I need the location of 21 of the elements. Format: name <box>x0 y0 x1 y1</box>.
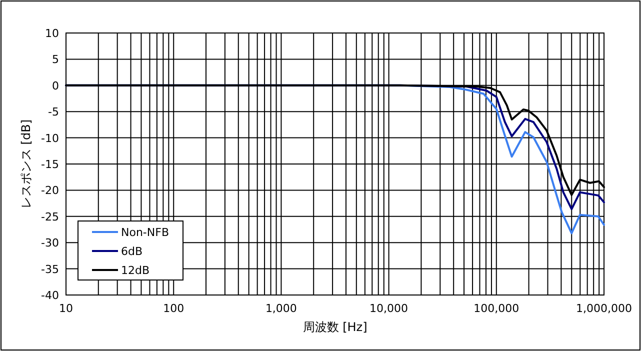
y-tick-label: -40 <box>41 289 59 302</box>
y-tick-label: 10 <box>45 27 59 40</box>
x-axis-title: 周波数 [Hz] <box>302 320 368 334</box>
y-tick-label: -25 <box>41 210 59 224</box>
y-tick-label: -5 <box>48 106 59 119</box>
y-tick-label: -35 <box>41 262 59 276</box>
x-tick-label: 100 <box>163 302 184 315</box>
y-tick-label: 0 <box>52 79 59 92</box>
x-tick-label: 10,000 <box>370 302 408 315</box>
legend-label: 12dB <box>121 264 150 277</box>
y-tick-label: -30 <box>41 236 59 250</box>
x-tick-label: 1,000,000 <box>576 302 632 315</box>
y-tick-label: -10 <box>41 132 59 145</box>
legend-label: Non-NFB <box>121 226 170 239</box>
x-tick-label: 1,000 <box>265 302 297 315</box>
y-axis-title: レスポンス [dB] <box>19 119 33 209</box>
y-tick-label: -20 <box>41 184 59 198</box>
x-tick-label: 100,000 <box>474 302 520 315</box>
y-tick-label: -15 <box>41 158 59 171</box>
legend-label: 6dB <box>121 245 143 258</box>
y-tick-label: 5 <box>52 53 59 66</box>
